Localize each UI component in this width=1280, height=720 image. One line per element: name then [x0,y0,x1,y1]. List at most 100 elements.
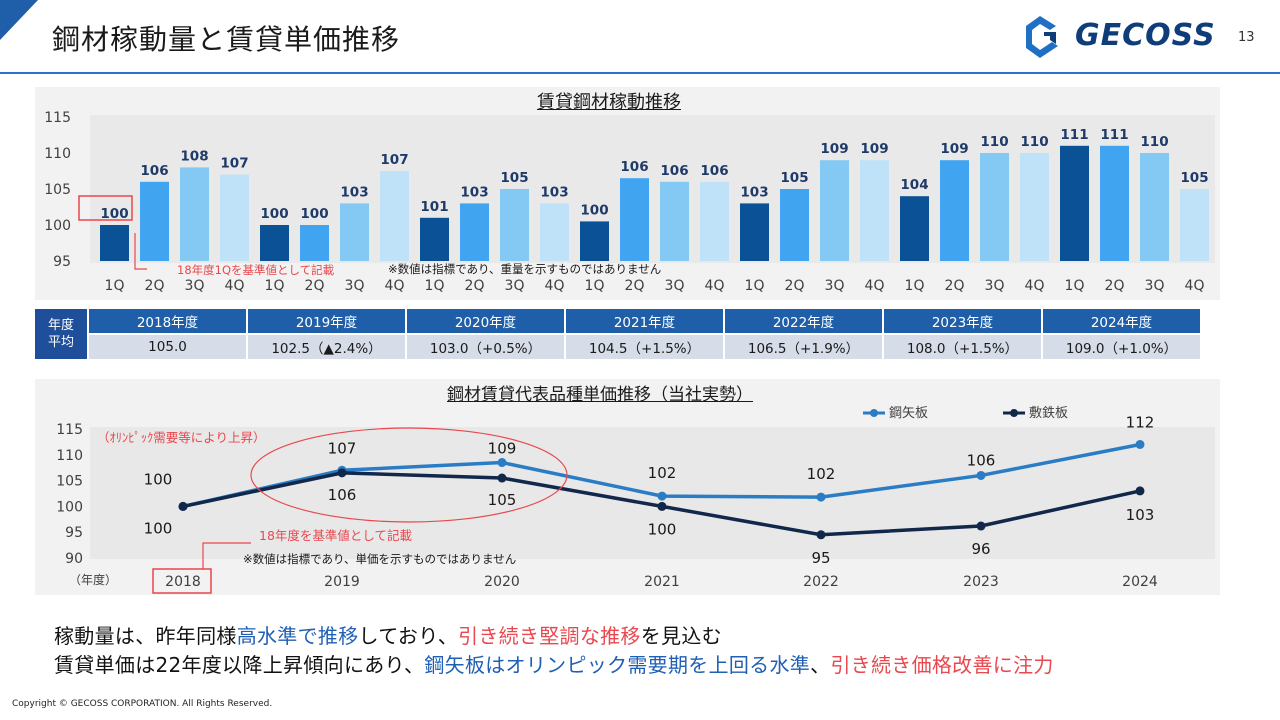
series-point [337,468,347,478]
table-year-cell: 2021年度 [566,309,723,333]
series-point [816,530,826,540]
base-note: 18年度を基準値として記載 [259,528,413,543]
olympic-note: （ｵﾘﾝﾋﾟｯｸ需要等により上昇） [97,430,266,445]
x-tick-label: 4Q [865,278,885,294]
data-label: 100 [144,519,173,537]
bar-value-label: 111 [1060,127,1088,143]
x-tick-label: 2Q [785,278,805,294]
legend-marker [1010,409,1018,417]
bar [780,189,809,261]
bar-value-label: 106 [660,163,688,179]
x-tick-label: 1Q [905,278,925,294]
bar-value-label: 110 [1140,134,1168,150]
bar-value-label: 104 [900,177,928,193]
bar-value-label: 110 [980,134,1008,150]
table-value-cell: 103.0（+0.5%） [407,335,564,359]
data-label: 109 [488,440,517,458]
series-point [657,491,667,501]
x-tick-label: 3Q [185,278,205,294]
x-tick-label: 3Q [1145,278,1165,294]
x-tick-label: 4Q [705,278,725,294]
x-tick-label: 1Q [745,278,765,294]
x-tick-label: 2023 [963,574,999,590]
x-tick-label: 1Q [425,278,445,294]
bar-value-label: 110 [1020,134,1048,150]
line-chart: 90 95 100 105 110 115 2018 2019 2020 2021 2022 2023… [56,406,1215,594]
series-point [178,501,188,511]
bar [540,203,569,261]
table-year-cell: 2022年度 [725,309,882,333]
bar-value-label: 105 [1180,170,1208,186]
legend-label: 敷鉄板 [1029,406,1068,421]
y-tick-label: 100 [56,499,83,515]
base-value-box [78,195,133,221]
x-tick-label: 1Q [265,278,285,294]
y-tick-label: 95 [53,254,71,270]
y-tick-label: 105 [44,182,71,198]
legend-label: 鋼矢板 [889,406,928,421]
base-note: 18年度1Qを基準値として記載 [177,263,335,277]
table-row-label: 年度 平均 [35,309,87,359]
x-tick-label: 1Q [1065,278,1085,294]
bar [1060,145,1089,261]
y-tick-label: 100 [44,218,71,234]
table-year-cell: 2018年度 [89,309,246,333]
y-tick-label: 105 [56,474,83,490]
page-number: 13 [1238,30,1255,45]
data-label: 100 [144,470,173,488]
gecoss-logo [1026,16,1058,58]
x-tick-label: 2024 [1122,574,1158,590]
bar-value-label: 106 [620,159,648,175]
data-label: 95 [811,549,830,567]
series-point [497,458,507,468]
bar-value-label: 100 [580,202,608,218]
bar [300,225,329,261]
bar [100,225,129,261]
series-point [657,501,667,511]
bar [140,181,169,261]
bar [660,181,689,261]
index-note: ※数値は指標であり、重量を示すものではありません [388,262,661,276]
x-tick-label: 4Q [1185,278,1205,294]
bar-value-label: 107 [380,152,408,168]
data-label: 106 [328,486,357,504]
data-label: 112 [1126,413,1155,431]
y-tick-label: 110 [56,448,83,464]
bar-value-label: 103 [460,184,488,200]
logo-wordmark: GECOSS [1075,18,1216,53]
data-label: 106 [967,451,996,469]
bar [180,167,209,261]
table-value-cell: 108.0（+1.5%） [884,335,1041,359]
x-tick-label: 2022 [803,574,839,590]
x-tick-label: 3Q [985,278,1005,294]
table-year-cell: 2023年度 [884,309,1041,333]
x-tick-label: 2Q [305,278,325,294]
bar-value-label: 111 [1100,127,1128,143]
bar-value-label: 103 [340,184,368,200]
x-tick-label: 2021 [644,574,680,590]
summary-line-2: 賃貸単価は22年度以降上昇傾向にあり、鋼矢板はオリンピック需要期を上回る水準、引… [54,653,1054,677]
x-tick-label: 2020 [484,574,520,590]
table-value-cell: 105.0 [89,335,246,359]
series-point [976,521,986,531]
bar [220,174,249,261]
bar [1140,153,1169,261]
bar-value-label: 101 [420,199,448,215]
base-note-leader [134,233,147,270]
bar-value-label: 100 [100,206,128,222]
table-year-cell: 2020年度 [407,309,564,333]
bar-value-label: 109 [820,141,848,157]
data-label: 107 [328,439,357,457]
data-label: 102 [807,465,836,483]
page-title: 鋼材稼動量と賃貸単価推移 [52,23,401,56]
bar-value-label: 100 [300,206,328,222]
bar-value-label: 100 [260,206,288,222]
bar [620,178,649,261]
bar [1020,153,1049,261]
data-label: 96 [971,540,990,558]
bar [980,153,1009,261]
bar-value-label: 105 [780,170,808,186]
bar [940,160,969,261]
table-value-cell: 106.5（+1.9%） [725,335,882,359]
table-year-cell: 2019年度 [248,309,405,333]
